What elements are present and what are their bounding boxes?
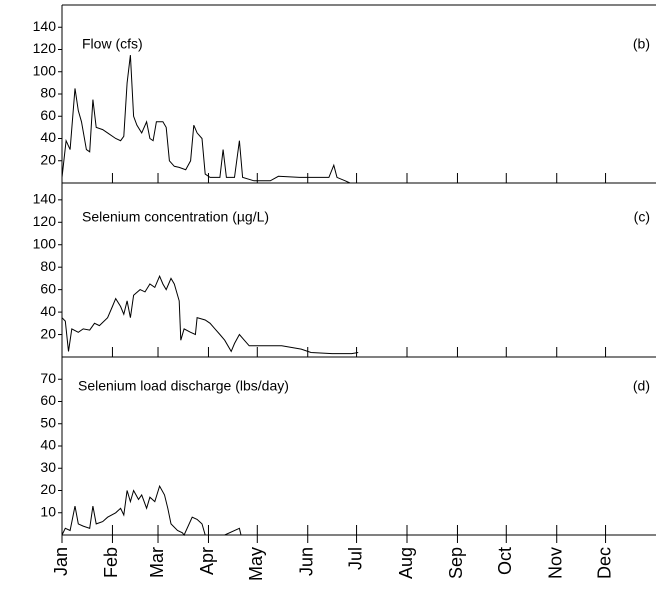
y-tick-label: 30 xyxy=(40,459,56,475)
panel-title: Selenium load discharge (lbs/day) xyxy=(78,378,289,394)
y-tick-label: 120 xyxy=(33,40,57,56)
panel-label: (b) xyxy=(633,36,650,52)
y-tick-label: 120 xyxy=(33,213,57,229)
y-tick-label: 60 xyxy=(40,107,56,123)
y-tick-label: 60 xyxy=(40,392,56,408)
panel-label: (d) xyxy=(633,378,650,394)
y-tick-label: 20 xyxy=(40,481,56,497)
y-tick-label: 140 xyxy=(33,18,57,34)
panel-title: Flow (cfs) xyxy=(82,36,143,52)
x-tick-label: May xyxy=(246,547,266,581)
x-tick-label: Aug xyxy=(396,547,416,579)
x-tick-label: Nov xyxy=(545,547,565,579)
y-tick-label: 80 xyxy=(40,85,56,101)
x-tick-label: Jul xyxy=(345,547,365,570)
y-tick-label: 50 xyxy=(40,414,56,430)
y-tick-label: 10 xyxy=(40,503,56,519)
x-tick-label: Jan xyxy=(51,547,71,576)
panel-label: (c) xyxy=(634,209,650,225)
y-tick-label: 40 xyxy=(40,303,56,319)
x-tick-label: Oct xyxy=(495,547,515,575)
y-tick-label: 40 xyxy=(40,129,56,145)
x-tick-label: Feb xyxy=(101,547,121,578)
data-line xyxy=(61,55,351,184)
x-tick-label: Mar xyxy=(147,547,167,578)
data-line xyxy=(61,274,359,355)
y-tick-label: 70 xyxy=(40,370,56,386)
y-tick-label: 140 xyxy=(33,191,57,207)
y-tick-label: 100 xyxy=(33,235,57,251)
y-tick-label: 80 xyxy=(40,258,56,274)
y-tick-label: 20 xyxy=(40,151,56,167)
y-tick-label: 20 xyxy=(40,325,56,341)
y-tick-label: 100 xyxy=(33,62,57,78)
y-tick-label: 60 xyxy=(40,280,56,296)
x-tick-label: Dec xyxy=(594,547,614,579)
panel-title: Selenium concentration (µg/L) xyxy=(82,209,269,225)
x-tick-label: Sep xyxy=(446,547,466,579)
data-line xyxy=(61,484,300,536)
x-tick-label: Jun xyxy=(296,547,316,576)
x-tick-label: Apr xyxy=(197,547,217,575)
y-tick-label: 40 xyxy=(40,437,56,453)
